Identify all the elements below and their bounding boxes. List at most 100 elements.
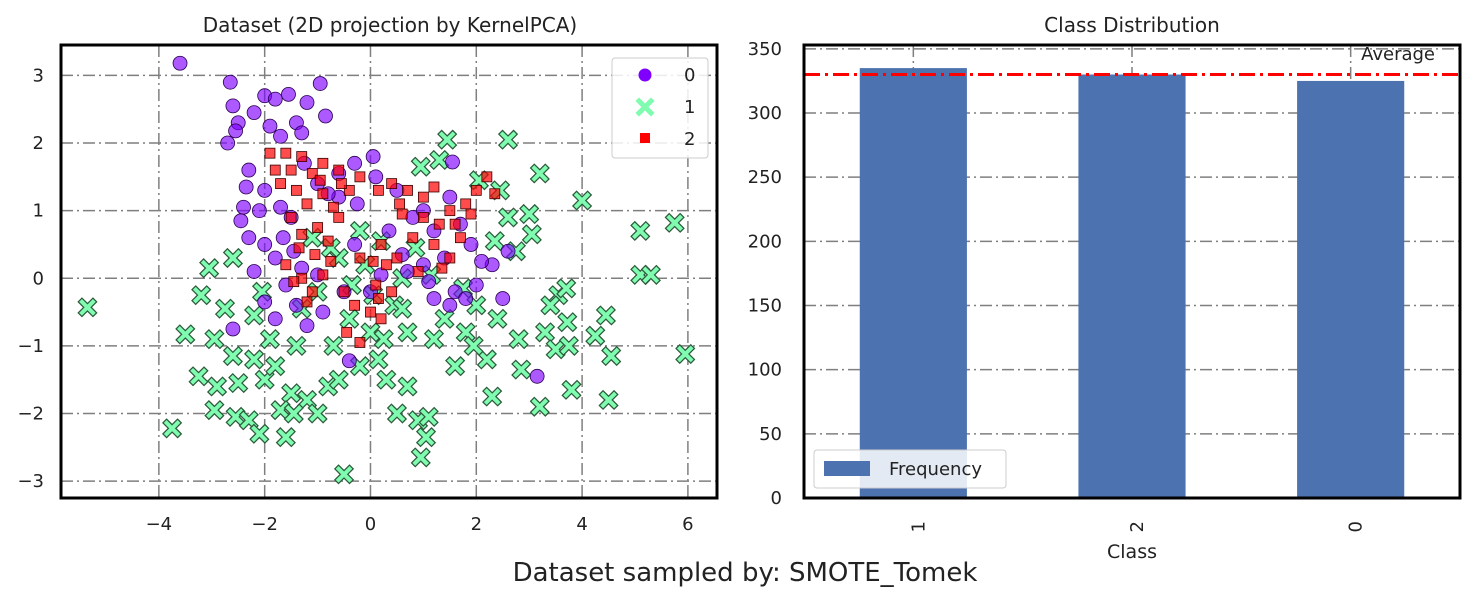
class-1-point-fill	[420, 408, 438, 426]
class-1-point-fill	[163, 420, 181, 437]
class-2-point	[394, 198, 405, 210]
class-1-point	[77, 297, 98, 318]
class-2-point	[428, 239, 440, 250]
class-0-point	[349, 196, 365, 212]
class-2-point	[285, 212, 297, 223]
class-0-point	[236, 199, 251, 215]
class-2-point	[296, 151, 308, 162]
class-0-point	[447, 284, 463, 300]
class-1-point-fill	[378, 371, 395, 389]
class-2-point	[375, 313, 387, 325]
class-2-point	[314, 174, 326, 186]
class-0-point	[421, 274, 437, 290]
class-0-point	[445, 154, 460, 170]
class-1-point	[349, 220, 370, 242]
class-0-point	[442, 297, 458, 313]
class-0-point	[495, 291, 511, 306]
class-1-point	[254, 369, 275, 390]
class-2-point	[349, 299, 361, 311]
class-2-point	[341, 326, 353, 338]
class-1-point	[175, 324, 196, 345]
class-2-point	[489, 188, 501, 200]
class-1-point-fill	[388, 405, 406, 422]
class-1-point	[386, 403, 408, 424]
class-0-point	[273, 128, 288, 144]
class-2-point	[481, 171, 493, 183]
class-0-point	[463, 237, 479, 252]
class-2-point	[375, 239, 387, 250]
class-1-point	[508, 329, 529, 350]
class-1-point-fill	[417, 428, 435, 446]
class-1-point-fill	[499, 209, 517, 226]
scatter-x-tick-label: −2	[251, 514, 278, 535]
class-1-point-fill	[256, 371, 274, 389]
class-1-point-fill	[399, 324, 416, 341]
class-1-point-fill	[216, 300, 234, 318]
scatter-y-tick-label: −2	[17, 403, 44, 424]
class-1-point	[296, 389, 318, 411]
class-1-point	[487, 308, 508, 329]
class-1-point-fill	[430, 151, 448, 169]
bar-class-2	[1078, 74, 1186, 499]
class-1-point	[595, 305, 616, 326]
class-1-point-fill	[251, 425, 268, 443]
class-2-point	[333, 212, 345, 223]
class-1-point	[545, 339, 566, 360]
class-1-point	[397, 376, 418, 397]
class-1-point	[463, 335, 484, 356]
class-2-point	[301, 198, 313, 210]
class-1-point	[376, 369, 397, 390]
class-2-point	[465, 208, 477, 220]
class-1-point-fill	[79, 299, 96, 316]
class-1-point	[275, 427, 296, 448]
class-1-point	[286, 335, 307, 356]
class-1-point-fill	[208, 378, 226, 395]
class-0-point	[400, 264, 415, 279]
class-1-point	[664, 212, 685, 233]
class-0-point	[238, 179, 254, 195]
class-1-point-fill	[520, 205, 538, 223]
class-1-point-fill	[586, 327, 604, 345]
class-1-point	[598, 389, 619, 411]
class-0-point	[294, 125, 310, 141]
class-1-point-fill	[557, 280, 575, 297]
legend-label-frequency: Frequency	[889, 459, 982, 480]
class-2-point	[370, 279, 382, 291]
scatter-x-tick-labels: −4 −2 0 2 4 6	[146, 514, 694, 535]
class-1-point-fill	[351, 222, 369, 240]
class-1-point	[204, 400, 225, 421]
class-1-point	[323, 335, 344, 356]
class-1-point-fill	[282, 384, 300, 402]
class-1-point	[521, 224, 542, 245]
class-2-point	[433, 218, 445, 230]
class-1-point	[429, 149, 450, 171]
class-1-point	[497, 207, 519, 228]
class-1-point	[534, 322, 556, 343]
scatter-y-tick-label: 1	[33, 201, 44, 222]
legend-marker-class-2	[640, 133, 650, 143]
class-1-point	[214, 298, 236, 319]
class-1-point	[476, 349, 497, 370]
class-0-point	[267, 311, 283, 327]
scatter-y-tick-labels: −3 −2 −1 0 1 2 3	[17, 65, 44, 492]
class-1-point-fill	[277, 428, 295, 446]
class-2-point	[343, 184, 355, 196]
class-1-point	[162, 418, 183, 439]
bar-y-tick-label: 0	[771, 488, 782, 509]
class-2-point	[296, 228, 308, 240]
class-1-point-fill	[523, 225, 541, 243]
class-2-point	[460, 198, 472, 210]
class-2-point	[288, 276, 300, 288]
class-0-point	[347, 155, 363, 171]
class-1-point-fill	[224, 347, 242, 365]
class-0-point	[289, 297, 304, 313]
class-2-point	[317, 188, 329, 200]
class-1-point	[630, 220, 651, 242]
class-1-point	[244, 349, 265, 370]
class-1-point-fill	[272, 401, 289, 419]
class-1-point-fill	[536, 324, 554, 341]
class-0-point	[500, 243, 516, 259]
class-1-point-fill	[261, 330, 279, 348]
class-1-point	[484, 230, 505, 252]
class-2-point	[322, 235, 334, 247]
